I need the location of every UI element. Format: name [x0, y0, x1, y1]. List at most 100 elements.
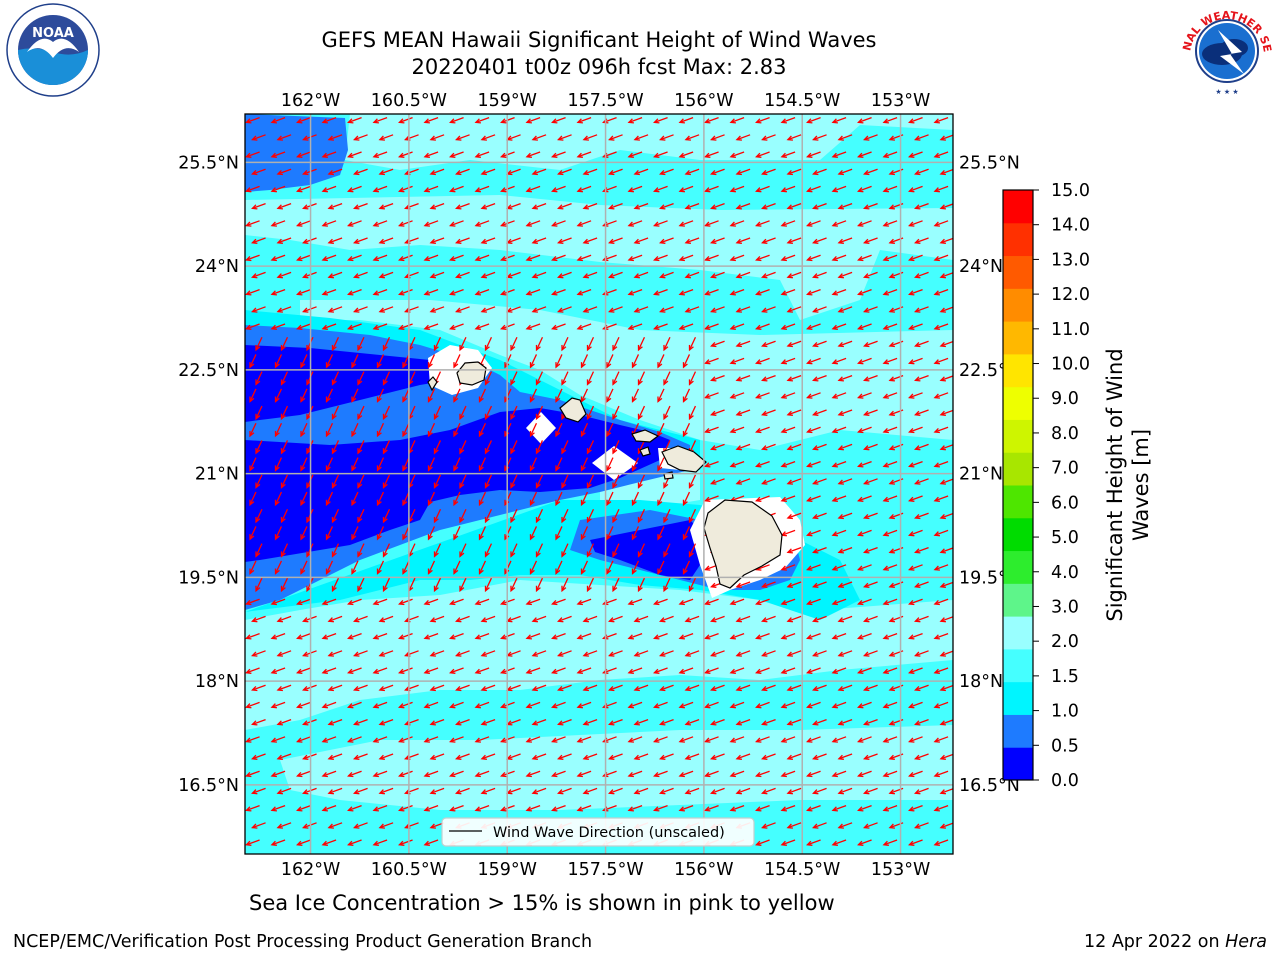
wave-direction-arrow [376, 422, 385, 438]
wave-direction-arrow [857, 323, 872, 330]
wave-direction-arrow [704, 116, 719, 124]
colorbar-segment [1003, 485, 1033, 519]
wave-direction-arrow [627, 288, 643, 296]
colorbar-tick-label: 6.0 [1051, 493, 1079, 513]
wave-direction-arrow [761, 237, 776, 244]
wave-direction-arrow [321, 632, 337, 640]
wave-direction-arrow [729, 667, 745, 674]
wave-direction-arrow [510, 508, 518, 524]
wave-direction-arrow [251, 822, 266, 829]
wave-direction-arrow [455, 787, 470, 795]
wave-direction-arrow [882, 529, 898, 537]
wave-direction-arrow [755, 288, 770, 296]
wave-direction-arrow [270, 632, 286, 640]
wave-direction-arrow [353, 787, 368, 795]
wave-direction-arrow [780, 564, 796, 571]
wave-direction-arrow [582, 684, 598, 692]
wave-direction-arrow [653, 288, 668, 296]
wave-direction-arrow [378, 822, 394, 829]
wave-direction-arrow [331, 474, 340, 489]
wave-direction-arrow [678, 185, 694, 193]
wave-direction-arrow [637, 336, 646, 352]
wave-direction-arrow [933, 632, 949, 640]
wave-direction-arrow [453, 560, 461, 575]
wave-direction-arrow [882, 392, 898, 399]
wave-direction-arrow [351, 354, 359, 369]
wave-direction-arrow [347, 323, 362, 330]
wave-direction-arrow [735, 753, 751, 760]
wave-direction-arrow [270, 185, 286, 193]
wave-direction-arrow [551, 701, 566, 709]
wave-direction-arrow [557, 168, 572, 176]
wave-direction-arrow [710, 271, 725, 279]
wave-direction-arrow [627, 220, 643, 227]
wave-direction-arrow [423, 254, 439, 262]
lon-label-bottom: 156°W [674, 860, 733, 880]
wave-direction-arrow [280, 508, 289, 524]
wave-direction-arrow [535, 543, 544, 558]
wave-direction-arrow [780, 288, 796, 296]
wave-direction-arrow [249, 422, 257, 438]
wave-direction-arrow [659, 271, 674, 279]
lon-label-bottom: 157.5°W [567, 860, 643, 880]
wave-direction-arrow [280, 440, 289, 455]
wave-direction-arrow [296, 736, 311, 743]
wave-direction-arrow [296, 254, 311, 262]
wave-direction-arrow [633, 134, 649, 141]
wave-direction-arrow [755, 357, 770, 365]
wave-direction-arrow [704, 323, 719, 330]
wave-direction-arrow [729, 220, 745, 227]
wave-direction-arrow [251, 237, 266, 244]
wave-direction-arrow [423, 185, 439, 193]
wave-direction-arrow [429, 202, 445, 210]
wave-direction-arrow [857, 529, 872, 537]
wave-direction-arrow [857, 185, 872, 193]
wave-direction-arrow [857, 392, 872, 399]
wave-direction-arrow [327, 134, 343, 141]
wave-direction-arrow [382, 336, 391, 352]
wave-direction-arrow [423, 116, 439, 124]
wave-direction-arrow [761, 822, 776, 829]
colorbar-tick-label: 0.5 [1051, 736, 1079, 756]
wave-direction-arrow [684, 650, 700, 657]
wave-direction-arrow [398, 151, 413, 158]
wave-direction-arrow [678, 151, 694, 158]
wave-direction-arrow [710, 202, 725, 210]
wave-direction-arrow [710, 684, 725, 692]
wave-direction-arrow [710, 478, 725, 485]
wave-direction-arrow [551, 804, 566, 812]
wave-direction-arrow [653, 323, 668, 330]
wave-direction-arrow [551, 220, 566, 227]
wave-direction-arrow [300, 457, 308, 472]
wave-direction-arrow [270, 804, 286, 812]
wave-direction-arrow [402, 457, 410, 472]
colorbar-segment [1003, 321, 1033, 355]
wave-direction-arrow [555, 457, 563, 472]
wave-direction-arrow [933, 323, 949, 330]
wave-direction-arrow [484, 371, 493, 386]
wave-direction-arrow [710, 443, 725, 451]
wave-direction-arrow [704, 460, 719, 468]
wave-direction-arrow [270, 323, 286, 330]
wave-direction-arrow [531, 684, 547, 692]
wave-direction-arrow [761, 134, 776, 141]
wave-direction-arrow [704, 151, 719, 158]
wave-direction-arrow [529, 422, 538, 438]
noaa-emblem: NOAA [6, 3, 100, 97]
wave-direction-arrow [586, 405, 595, 421]
wave-direction-arrow [561, 371, 569, 386]
wave-direction-arrow [863, 202, 878, 210]
wave-direction-arrow [480, 718, 496, 726]
wave-direction-arrow [321, 667, 337, 674]
wave-direction-arrow [812, 374, 827, 382]
wave-direction-arrow [296, 116, 311, 124]
wave-direction-arrow [351, 560, 359, 575]
wave-direction-arrow [755, 598, 770, 606]
wave-direction-arrow [321, 254, 337, 262]
wave-direction-arrow [704, 701, 719, 709]
wave-direction-arrow [474, 598, 490, 606]
wave-direction-arrow [580, 422, 589, 438]
wave-direction-arrow [347, 667, 362, 674]
wave-direction-arrow [398, 220, 413, 227]
wave-direction-arrow [449, 804, 464, 812]
